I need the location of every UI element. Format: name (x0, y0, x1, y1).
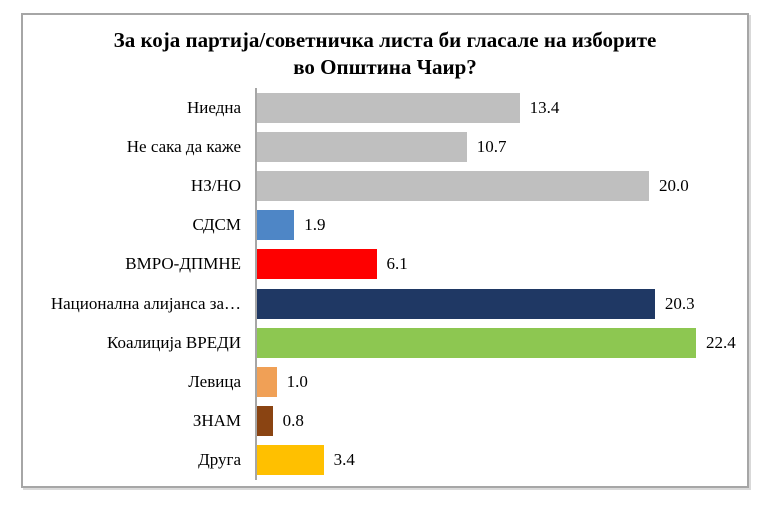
category-label: Коалиција ВРЕДИ (106, 332, 241, 352)
bar (257, 131, 467, 162)
value-label: 3.4 (333, 450, 355, 470)
chart-title-line-1: За која партија/советничка листа би глас… (113, 28, 657, 52)
bar (257, 210, 295, 241)
category-label: Не сака да каже (126, 136, 241, 156)
plot-area: Ниедна 13.4 Не сака да каже 10.7 НЗ/НО 20.0 СД… (23, 88, 747, 480)
category-label: Ниедна (187, 97, 241, 117)
bar-track: 1.0 (257, 367, 747, 398)
category-label: Друга (198, 450, 241, 470)
value-label: 6.1 (386, 254, 408, 274)
category-label: СДСМ (192, 215, 241, 235)
bar (257, 406, 273, 437)
category-label: ВМРО-ДПМНЕ (125, 254, 241, 274)
bar-track: 20.3 (257, 288, 747, 319)
bar-row: Коалиција ВРЕДИ 22.4 (23, 323, 747, 362)
bar-row: Друга 3.4 (23, 441, 747, 480)
bar-row: ЗНАМ 0.8 (23, 402, 747, 441)
value-label: 22.4 (706, 332, 736, 352)
bar-track: 10.7 (257, 131, 747, 162)
category-label: Левица (188, 372, 241, 392)
bar-track: 0.8 (257, 406, 747, 437)
plot-rows: Ниедна 13.4 Не сака да каже 10.7 НЗ/НО 20.0 СД… (23, 88, 747, 480)
bar-row: ВМРО-ДПМНЕ 6.1 (23, 245, 747, 284)
chart-title: За која партија/советничка листа би глас… (23, 27, 747, 81)
bar (257, 92, 520, 123)
category-label: НЗ/НО (190, 176, 241, 195)
category-label: Национална алијанса за… (50, 293, 241, 313)
bar-row: Не сака да каже 10.7 (23, 127, 747, 166)
bar (257, 288, 655, 319)
bar-row: Национална алијанса за… 20.3 (23, 284, 747, 323)
bar-row: СДСМ 1.9 (23, 206, 747, 245)
chart-frame: За која партија/советничка листа би глас… (21, 13, 749, 488)
value-label: 13.4 (529, 97, 560, 117)
bar-track: 3.4 (257, 445, 747, 476)
bar (257, 249, 377, 280)
value-label: 10.7 (476, 136, 507, 156)
chart-title-line-2: во Општина Чаир? (293, 55, 477, 79)
value-label: 0.8 (282, 411, 304, 431)
bar (257, 367, 277, 398)
value-label: 1.9 (304, 215, 326, 235)
bar-row: Левица 1.0 (23, 362, 747, 401)
bar (257, 327, 697, 358)
bar-track: 22.4 (257, 327, 747, 358)
value-label: 20.0 (659, 176, 689, 195)
bar-track: 1.9 (257, 210, 747, 241)
value-label: 20.3 (664, 293, 695, 313)
bar-track: 13.4 (257, 92, 747, 123)
bar-track: 6.1 (257, 249, 747, 280)
bar-row: НЗ/НО 20.0 (23, 166, 747, 205)
bar-track: 20.0 (257, 171, 747, 201)
value-label: 1.0 (286, 372, 308, 392)
bar (257, 445, 324, 476)
bar-row: Ниедна 13.4 (23, 88, 747, 127)
bar (257, 171, 649, 201)
category-label: ЗНАМ (192, 411, 241, 431)
y-axis-line (255, 88, 257, 480)
